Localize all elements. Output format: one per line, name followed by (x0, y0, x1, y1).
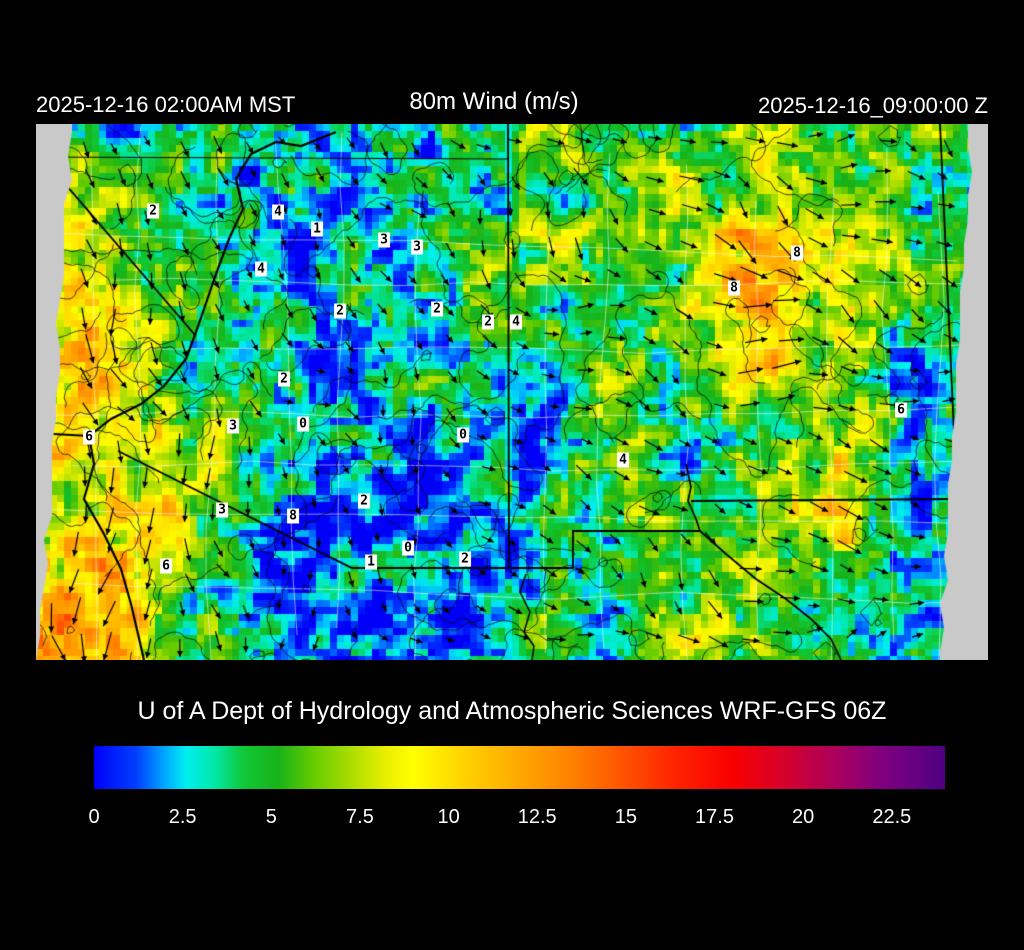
contour-label: 8 (287, 508, 299, 524)
contour-label: 6 (895, 402, 907, 418)
contour-label: 0 (297, 416, 309, 432)
contour-label: 3 (378, 232, 390, 248)
colorbar-tick-label: 15 (614, 806, 637, 828)
contour-label: 1 (365, 554, 377, 570)
contour-label: 8 (791, 245, 803, 261)
colorbar-tick-label: 2.5 (168, 806, 197, 828)
colorbar-tick-label: 22.5 (872, 806, 912, 828)
contour-label: 2 (459, 551, 471, 567)
colorbar-tick-label: 17.5 (695, 806, 734, 828)
contour-label: 3 (227, 418, 239, 434)
contour-label: 3 (411, 239, 423, 255)
contour-label: 2 (358, 493, 370, 509)
contour-label: 2 (334, 303, 346, 319)
colorbar-tick-label: 20 (792, 806, 815, 828)
colorbar-tick-label: 12.5 (517, 806, 557, 828)
valid-time-utc: 2025-12-16_09:00:00 Z (758, 93, 988, 118)
page-title: 80m Wind (m/s) (409, 88, 579, 115)
colorbar-tick-label: 5 (265, 806, 277, 828)
contour-label: 4 (617, 452, 629, 468)
credit-line: U of A Dept of Hydrology and Atmospheric… (137, 697, 887, 725)
contour-label: 2 (147, 203, 159, 219)
contour-label: 4 (272, 204, 284, 220)
contour-label: 2 (431, 301, 443, 317)
contour-label: 8 (728, 280, 740, 296)
contour-label: 2 (278, 371, 290, 387)
contour-label: 6 (160, 558, 172, 574)
contour-label: 3 (216, 502, 228, 518)
contour-label: 0 (402, 540, 414, 556)
contour-label: 1 (311, 221, 323, 237)
colorbar-ticks: 0 2.5 5 7.5 10 12.5 15 17.5 20 22.5 (88, 806, 945, 836)
contour-label: 4 (255, 261, 267, 277)
contour-label: 4 (510, 314, 522, 330)
contour-label: 6 (83, 429, 95, 445)
colorbar-tick-label: 7.5 (346, 806, 374, 828)
contour-label: 2 (482, 314, 494, 330)
colorbar-tick-label: 10 (437, 806, 460, 828)
contour-label: 0 (457, 427, 469, 443)
colorbar-tick-label: 0 (88, 806, 100, 828)
colorbar (94, 746, 945, 789)
valid-time-local: 2025-12-16 02:00AM MST (36, 92, 296, 117)
wind-field-canvas (36, 124, 988, 660)
